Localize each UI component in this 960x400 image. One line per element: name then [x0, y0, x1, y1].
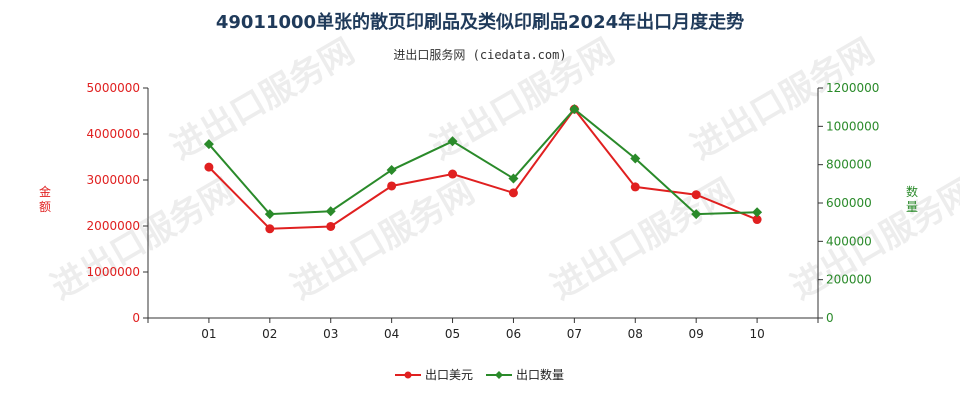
watermark-text: 进出口服务网	[425, 31, 622, 168]
legend-label-2: 出口数量	[516, 367, 564, 382]
left-tick-label: 0	[132, 311, 140, 325]
series-1-point	[691, 190, 701, 200]
chart-subtitle: 进出口服务网 (ciedata.com)	[393, 48, 567, 62]
right-tick-label: 1200000	[826, 81, 879, 95]
series-2-point	[630, 153, 641, 164]
x-tick-label: 05	[445, 327, 460, 341]
x-tick-label: 01	[201, 327, 216, 341]
watermark-text: 进出口服务网	[165, 31, 362, 168]
series-2-point	[508, 173, 519, 184]
series-line-2	[208, 107, 758, 216]
series-1-point	[508, 188, 518, 198]
x-tick-label: 09	[689, 327, 704, 341]
series-1-point	[752, 215, 762, 225]
x-tick-label: 10	[749, 327, 764, 341]
series-2-point	[752, 207, 763, 218]
right-tick-label: 600000	[826, 196, 872, 210]
chart-title: 49011000单张的散页印刷品及类似印刷品2024年出口月度走势	[215, 12, 745, 33]
watermark-text: 进出口服务网	[785, 171, 960, 308]
watermark-text: 进出口服务网	[685, 31, 882, 168]
series-1-point	[448, 169, 458, 179]
series-1-point	[387, 181, 397, 191]
series-1-point	[265, 224, 275, 234]
series-2-point	[447, 136, 458, 147]
x-tick-label: 02	[262, 327, 277, 341]
right-tick-label: 400000	[826, 234, 872, 248]
series-2-point	[325, 206, 336, 217]
right-tick-label: 200000	[826, 273, 872, 287]
watermark-text: 进出口服务网	[545, 171, 742, 308]
series-2-point	[264, 209, 275, 220]
right-axis-title: 数量	[906, 184, 918, 214]
series-line-1	[208, 107, 758, 230]
left-tick-label: 4000000	[87, 127, 140, 141]
left-tick-label: 2000000	[87, 219, 140, 233]
x-tick-label: 06	[506, 327, 521, 341]
series-1-point	[630, 182, 640, 192]
x-tick-label: 03	[323, 327, 338, 341]
series-2-point	[386, 165, 397, 176]
right-tick-label: 800000	[826, 158, 872, 172]
left-axis-title: 金额	[39, 184, 51, 214]
series-2-point	[569, 104, 580, 115]
series-1-point	[326, 221, 336, 231]
x-tick-label: 08	[628, 327, 643, 341]
legend-marker-1	[404, 371, 412, 379]
x-tick-label: 07	[567, 327, 582, 341]
series-2-point	[203, 139, 214, 150]
left-tick-label: 1000000	[87, 265, 140, 279]
left-tick-label: 5000000	[87, 81, 140, 95]
legend-marker-2	[495, 371, 503, 379]
right-tick-label: 1000000	[826, 119, 879, 133]
right-tick-label: 0	[826, 311, 834, 325]
series-2-point	[691, 209, 702, 220]
series-1-point	[204, 162, 214, 172]
left-tick-label: 3000000	[87, 173, 140, 187]
x-tick-label: 04	[384, 327, 399, 341]
legend-label-1: 出口美元	[425, 368, 473, 382]
watermark-text: 进出口服务网	[45, 171, 242, 308]
